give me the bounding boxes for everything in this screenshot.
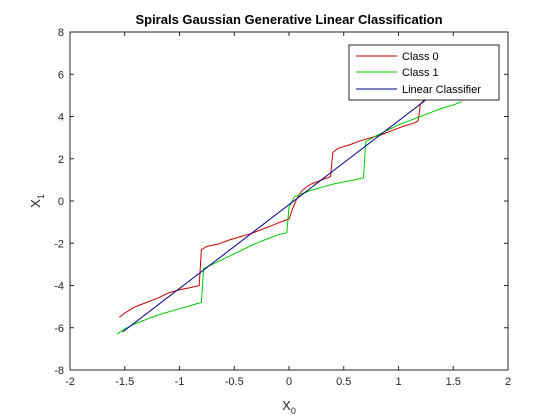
series-layer [116, 88, 463, 335]
series-line-class-0 [118, 95, 430, 318]
y-tick-label: 0 [58, 196, 64, 208]
legend-label-linear-classifier: Linear Classifier [402, 84, 481, 96]
x-tick-label: -0.5 [225, 376, 244, 388]
y-tick-label: -2 [54, 238, 64, 250]
y-axis-label-subscript: 1 [36, 194, 46, 199]
x-axis-label-subscript: 0 [291, 406, 296, 416]
legend: Class 0 Class 1 Linear Classifier [348, 44, 500, 101]
x-tick-label: 1 [395, 376, 401, 388]
y-axis-label-main: X [28, 199, 43, 208]
y-axis-label: X1 [28, 194, 46, 208]
x-tick-label: 2 [505, 376, 511, 388]
y-tick-label: -4 [54, 281, 64, 293]
x-axis-label: X0 [282, 398, 296, 416]
y-tick-label: -6 [54, 323, 64, 335]
legend-label-class-0: Class 0 [402, 51, 439, 63]
x-tick-label: -2 [65, 376, 75, 388]
x-tick-label: 1.5 [446, 376, 461, 388]
series-line-class-1 [116, 101, 463, 335]
x-axis-label-main: X [282, 398, 291, 413]
series-line-linear-classifier [122, 88, 441, 333]
x-tick-label: 0 [286, 376, 292, 388]
y-tick-label: -8 [54, 365, 64, 377]
y-tick-label: 4 [58, 112, 64, 124]
y-tick-label: 6 [58, 69, 64, 81]
x-tick-label: -1.5 [115, 376, 134, 388]
x-tick-label: -1 [175, 376, 185, 388]
x-tick-label: 0.5 [336, 376, 351, 388]
y-tick-label: 2 [58, 154, 64, 166]
axis-ticks: -2 -1.5 -1 -0.5 0 0.5 1 1.5 2 -8 -6 -4 -2 0 2 4 6 8 [54, 27, 511, 388]
legend-label-class-1: Class 1 [402, 67, 439, 79]
chart-title: Spirals Gaussian Generative Linear Class… [135, 12, 442, 27]
y-tick-label: 8 [58, 27, 64, 39]
